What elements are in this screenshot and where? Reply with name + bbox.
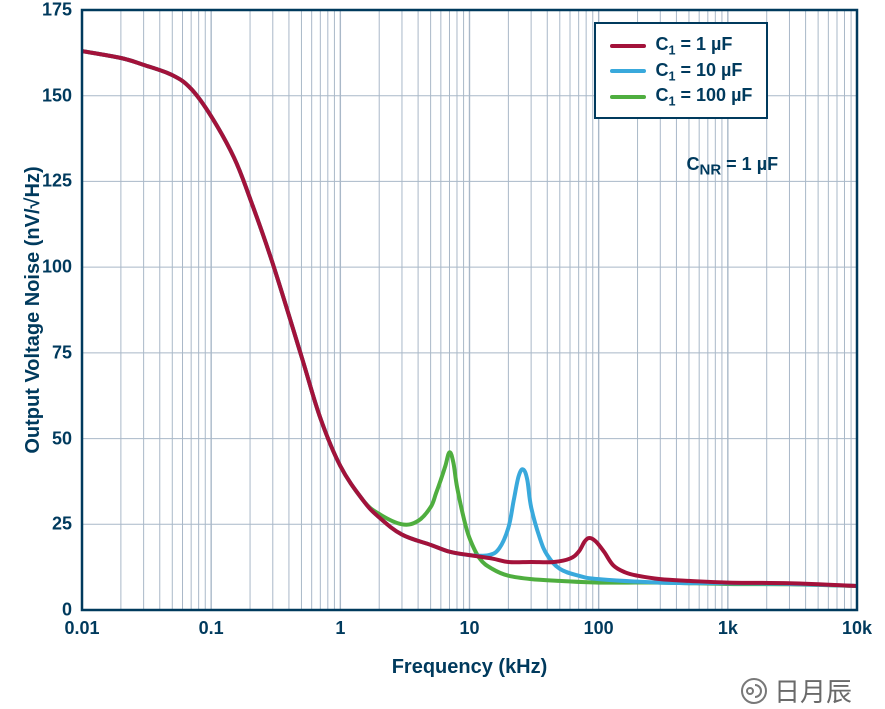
x-tick-label: 10 [459, 618, 479, 639]
x-tick-label: 1 [335, 618, 345, 639]
legend-label: C1 = 10 µF [656, 60, 743, 84]
legend: C1 = 1 µFC1 = 10 µFC1 = 100 µF [594, 22, 769, 119]
y-tick-label: 0 [62, 600, 72, 621]
legend-label: C1 = 100 µF [656, 85, 753, 109]
y-tick-label: 50 [52, 428, 72, 449]
legend-item: C1 = 10 µF [610, 60, 753, 84]
x-tick-label: 0.01 [64, 618, 99, 639]
y-tick-label: 100 [42, 257, 72, 278]
x-axis-label: Frequency (kHz) [392, 656, 548, 679]
legend-label: C1 = 1 µF [656, 34, 733, 58]
x-tick-label: 0.1 [199, 618, 224, 639]
legend-swatch [610, 69, 646, 73]
annotation-cnr: CNR = 1 µF [687, 154, 779, 179]
watermark-text: 日月辰 [774, 672, 852, 709]
y-tick-label: 25 [52, 514, 72, 535]
watermark: 日月辰 [740, 672, 852, 709]
legend-item: C1 = 100 µF [610, 85, 753, 109]
y-tick-label: 125 [42, 171, 72, 192]
y-tick-label: 150 [42, 85, 72, 106]
x-tick-label: 1k [718, 618, 738, 639]
y-tick-label: 175 [42, 0, 72, 21]
legend-swatch [610, 95, 646, 99]
y-tick-label: 75 [52, 342, 72, 363]
chart-container: { "canvas": { "width": 885, "height": 70… [0, 0, 885, 705]
legend-item: C1 = 1 µF [610, 34, 753, 58]
x-tick-label: 10k [842, 618, 872, 639]
x-tick-label: 100 [584, 618, 614, 639]
legend-swatch [610, 44, 646, 48]
